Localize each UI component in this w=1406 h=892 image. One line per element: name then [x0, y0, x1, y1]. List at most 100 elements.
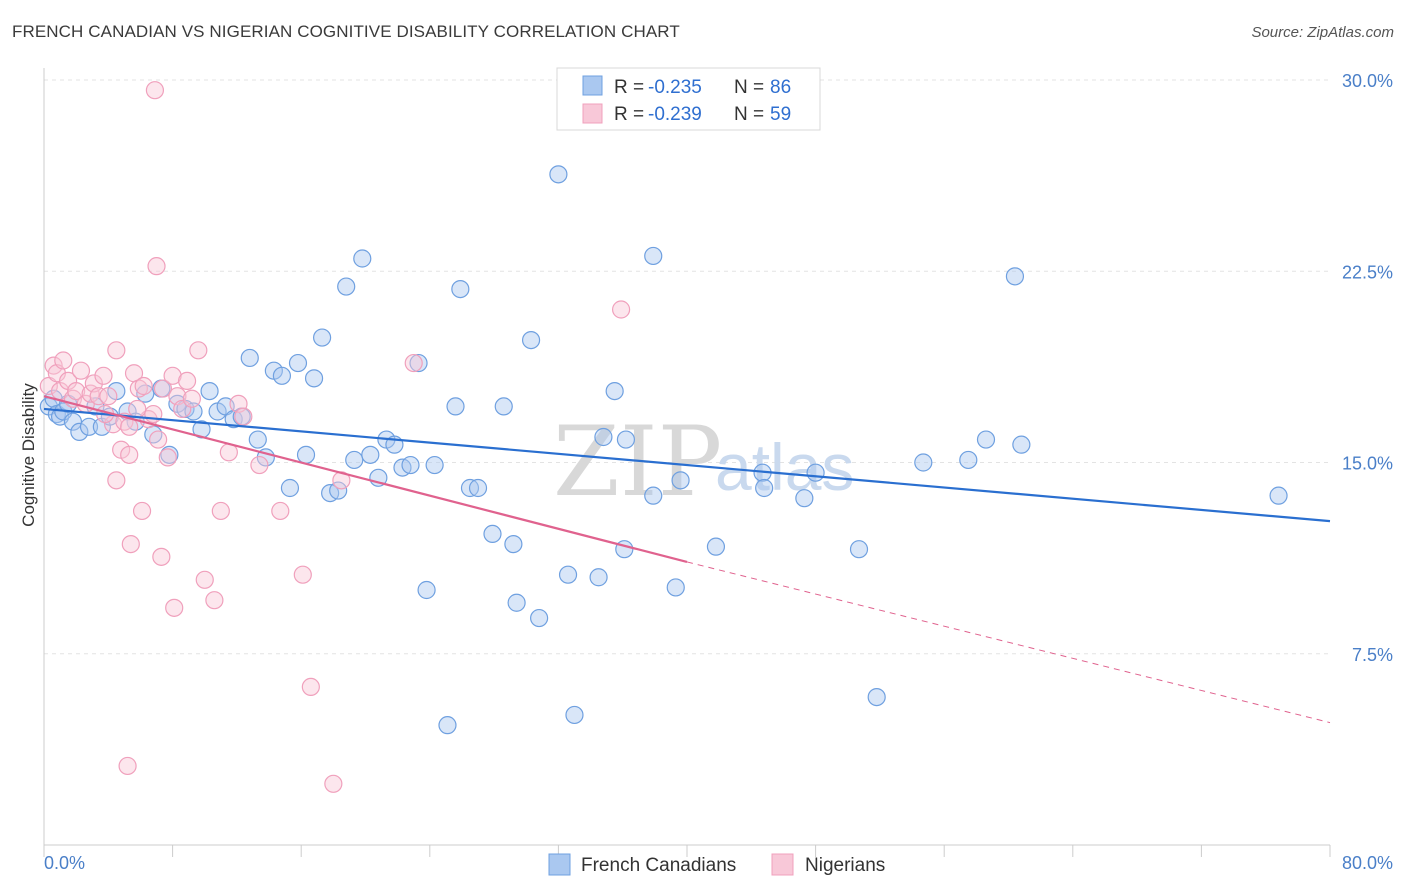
legend-r-value-0: -0.235 [648, 77, 702, 98]
point-0-77 [755, 478, 774, 498]
y-tick-label-3: 30.0% [1342, 71, 1393, 91]
point-0-41 [345, 450, 364, 470]
point-1-41 [189, 341, 208, 360]
point-0-35 [296, 445, 316, 464]
chart-title: FRENCH CANADIAN VS NIGERIAN COGNITIVE DI… [12, 22, 680, 41]
bottom-legend: French Canadians Nigerians [548, 853, 885, 876]
series-nigerians-points [39, 81, 631, 793]
point-0-36 [304, 369, 324, 388]
point-1-21 [129, 379, 148, 398]
point-0-28 [240, 348, 259, 368]
point-1-43 [205, 591, 224, 610]
y-tick-label-2: 22.5% [1342, 262, 1393, 282]
legend: R = -0.235 N = 86 R = -0.239 N = 59 [556, 67, 821, 131]
point-0-8 [79, 417, 99, 436]
point-0-59 [504, 534, 523, 554]
point-0-32 [272, 366, 292, 385]
point-0-79 [806, 463, 825, 482]
point-1-32 [182, 389, 201, 408]
point-1-39 [152, 547, 171, 566]
point-1-28 [163, 366, 182, 385]
point-0-86 [1012, 435, 1031, 454]
point-0-37 [312, 328, 332, 347]
point-0-50 [417, 580, 436, 600]
point-0-73 [666, 578, 685, 597]
point-1-55 [611, 300, 631, 319]
tick-labels: 7.5% 15.0% 22.5% 30.0% 0.0% 80.0% [44, 71, 1393, 873]
legend-n-label-0: N = [734, 77, 764, 98]
point-0-49 [409, 353, 428, 373]
watermark: ZIP atlas [553, 406, 854, 518]
legend-swatch-nigerians [582, 103, 603, 124]
point-1-54 [404, 353, 423, 373]
legend-r-value-1: -0.239 [648, 104, 702, 125]
point-1-44 [211, 501, 230, 521]
point-0-71 [644, 246, 663, 266]
point-0-78 [795, 489, 814, 508]
watermark-zip: ZIP [553, 406, 722, 518]
trend-line-dashed-1 [686, 561, 1331, 724]
point-1-48 [250, 455, 269, 475]
legend-r-label-0: R = [614, 77, 644, 98]
point-1-26 [153, 379, 173, 398]
bottom-legend-label-french-canadians: French Canadians [581, 855, 736, 876]
point-1-49 [271, 501, 290, 521]
point-0-58 [494, 397, 513, 416]
point-1-16 [107, 341, 126, 360]
point-0-84 [976, 430, 996, 449]
point-1-7 [67, 382, 86, 401]
point-1-27 [158, 448, 177, 467]
point-0-6 [63, 412, 83, 431]
point-0-74 [671, 471, 690, 490]
point-0-51 [425, 455, 444, 475]
point-1-37 [132, 501, 152, 521]
point-0-85 [1005, 267, 1025, 286]
point-0-43 [361, 445, 380, 464]
point-0-62 [530, 608, 549, 628]
point-0-42 [353, 249, 372, 268]
point-1-42 [195, 570, 214, 589]
point-0-63 [549, 165, 568, 184]
point-0-53 [446, 397, 465, 416]
point-0-68 [605, 382, 624, 401]
point-0-81 [867, 687, 886, 707]
point-0-54 [451, 280, 470, 299]
point-0-87 [1269, 486, 1288, 505]
point-0-82 [914, 453, 933, 472]
point-0-61 [521, 331, 541, 350]
point-1-19 [120, 417, 139, 436]
point-1-25 [149, 430, 168, 449]
point-0-70 [616, 430, 636, 449]
point-0-60 [507, 593, 526, 612]
trend-line-0 [43, 407, 1331, 523]
legend-n-label-1: N = [734, 104, 764, 125]
point-1-36 [107, 471, 126, 490]
point-1-35 [120, 445, 139, 464]
point-1-53 [324, 774, 343, 793]
point-0-56 [468, 478, 488, 498]
source-label: Source: ZipAtlas.com [1251, 24, 1394, 41]
grid-lines [44, 79, 1330, 655]
point-1-51 [301, 677, 320, 697]
bottom-legend-label-nigerians: Nigerians [805, 855, 885, 876]
legend-n-value-0: 86 [770, 77, 791, 98]
watermark-atlas: atlas [715, 430, 854, 504]
point-1-14 [99, 387, 118, 406]
point-0-33 [280, 478, 300, 498]
trend-lines [43, 395, 1331, 724]
trend-line-1 [43, 395, 688, 564]
point-0-23 [200, 382, 219, 401]
series-french-canadians-points [39, 165, 1288, 735]
point-0-83 [959, 450, 978, 470]
point-0-72 [644, 486, 663, 505]
point-1-33 [145, 81, 165, 100]
bottom-legend-swatch-nigerians [771, 853, 794, 876]
point-1-47 [234, 407, 253, 426]
y-axis-title: Cognitive Disability [19, 383, 38, 527]
y-tick-label-0: 7.5% [1352, 645, 1393, 665]
point-1-12 [89, 387, 108, 406]
point-1-31 [177, 371, 197, 390]
x-tick-label-1: 80.0% [1342, 853, 1393, 873]
point-0-52 [438, 716, 457, 735]
